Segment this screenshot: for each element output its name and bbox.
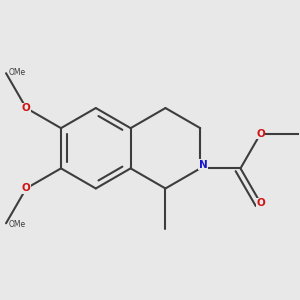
Text: O: O [256, 128, 265, 139]
Text: OMe: OMe [9, 68, 26, 77]
Text: O: O [22, 103, 31, 113]
Text: N: N [199, 160, 207, 170]
Text: O: O [256, 198, 265, 208]
Text: O: O [22, 184, 31, 194]
Text: OMe: OMe [9, 220, 26, 229]
